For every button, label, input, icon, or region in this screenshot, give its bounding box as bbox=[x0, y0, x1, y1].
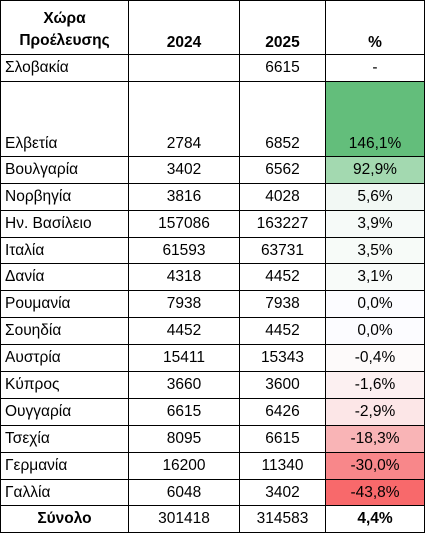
pct-change-cell: -2,9% bbox=[325, 397, 425, 426]
country-cell: Σουηδία bbox=[0, 317, 129, 346]
pct-change-cell: 5,6% bbox=[325, 182, 425, 211]
value-2025-cell: 3402 bbox=[239, 478, 326, 507]
country-cell: Σλοβακία bbox=[0, 54, 129, 82]
table-row: Γαλλία 6048 3402 -43,8% bbox=[0, 478, 425, 507]
value-2025-cell: 6426 bbox=[239, 397, 326, 426]
value-2024-cell: 16200 bbox=[128, 451, 240, 480]
pct-change-cell: -18,3% bbox=[325, 424, 425, 453]
country-cell: Γαλλία bbox=[0, 478, 129, 507]
value-2024-cell: 6615 bbox=[128, 397, 240, 426]
pct-change-cell: -0,4% bbox=[325, 344, 425, 373]
value-2025-cell: 6852 bbox=[239, 80, 326, 157]
country-cell: Βουλγαρία bbox=[0, 155, 129, 184]
value-2025-cell: 11340 bbox=[239, 451, 326, 480]
total-pct: 4,4% bbox=[325, 505, 425, 534]
country-cell: Ρουμανία bbox=[0, 290, 129, 319]
value-2024-cell bbox=[128, 54, 240, 82]
header-country: Χώρα Προέλευσης bbox=[0, 0, 129, 55]
header-country-line2: Προέλευσης bbox=[19, 32, 110, 49]
table-row: Ιταλία 61593 63731 3,5% bbox=[0, 236, 425, 265]
table-row: Ρουμανία 7938 7938 0,0% bbox=[0, 290, 425, 319]
value-2025-cell: 4452 bbox=[239, 317, 326, 346]
value-2025-cell: 3600 bbox=[239, 371, 326, 399]
total-2024: 301418 bbox=[128, 505, 240, 534]
table-row: Δανία 4318 4452 3,1% bbox=[0, 263, 425, 292]
table-row: Σλοβακία 6615- bbox=[0, 54, 425, 82]
value-2025-cell: 4452 bbox=[239, 263, 326, 292]
country-cell: Αυστρία bbox=[0, 344, 129, 373]
pct-change-cell: 3,9% bbox=[325, 209, 425, 238]
pct-change-cell: -1,6% bbox=[325, 371, 425, 399]
table-row: Κύπρος 3660 3600 -1,6% bbox=[0, 371, 425, 399]
value-2025-cell: 63731 bbox=[239, 236, 326, 265]
pct-change-cell: - bbox=[325, 54, 425, 82]
header-country-line1: Χώρα bbox=[43, 10, 86, 27]
value-2025-cell: 6615 bbox=[239, 424, 326, 453]
table-row: Βουλγαρία 3402 6562 92,9% bbox=[0, 155, 425, 184]
table-row: Σουηδία 4452 4452 0,0% bbox=[0, 317, 425, 346]
header-pct: % bbox=[325, 0, 425, 55]
value-2025-cell: 7938 bbox=[239, 290, 326, 319]
table-row: Τσεχία 8095 6615 -18,3% bbox=[0, 424, 425, 453]
table-row: Ελβετία 2784 6852 146,1% bbox=[0, 80, 425, 157]
value-2024-cell: 8095 bbox=[128, 424, 240, 453]
value-2024-cell: 6048 bbox=[128, 478, 240, 507]
country-cell: Ην. Βασίλειο bbox=[0, 209, 129, 238]
country-cell: Ιταλία bbox=[0, 236, 129, 265]
country-cell: Νορβηγία bbox=[0, 182, 129, 211]
pct-change-cell: 0,0% bbox=[325, 290, 425, 319]
country-cell: Κύπρος bbox=[0, 371, 129, 399]
pct-change-cell: 3,1% bbox=[325, 263, 425, 292]
country-cell: Τσεχία bbox=[0, 424, 129, 453]
value-2024-cell: 7938 bbox=[128, 290, 240, 319]
value-2024-cell: 2784 bbox=[128, 80, 240, 157]
table-row: Γερμανία 16200 11340 -30,0% bbox=[0, 451, 425, 480]
country-cell: Γερμανία bbox=[0, 451, 129, 480]
value-2024-cell: 15411 bbox=[128, 344, 240, 373]
value-2025-cell: 6615 bbox=[239, 54, 326, 82]
table-row: Νορβηγία 3816 4028 5,6% bbox=[0, 182, 425, 211]
value-2024-cell: 4452 bbox=[128, 317, 240, 346]
value-2025-cell: 15343 bbox=[239, 344, 326, 373]
value-2025-cell: 163227 bbox=[239, 209, 326, 238]
value-2024-cell: 4318 bbox=[128, 263, 240, 292]
total-2025: 314583 bbox=[239, 505, 326, 534]
table-row: Ην. Βασίλειο 157086 163227 3,9% bbox=[0, 209, 425, 238]
pct-change-cell: 92,9% bbox=[325, 155, 425, 184]
value-2024-cell: 157086 bbox=[128, 209, 240, 238]
country-cell: Ουγγαρία bbox=[0, 397, 129, 426]
pct-change-cell: 146,1% bbox=[325, 80, 425, 157]
table-row: Ουγγαρία 6615 6426 -2,9% bbox=[0, 397, 425, 426]
pct-change-cell: -43,8% bbox=[325, 478, 425, 507]
header-2024: 2024 bbox=[128, 0, 240, 55]
header-2025: 2025 bbox=[239, 0, 326, 55]
country-cell: Ελβετία bbox=[0, 80, 129, 157]
total-label: Σύνολο bbox=[0, 505, 129, 534]
table-row: Αυστρία 15411 15343 -0,4% bbox=[0, 344, 425, 373]
pct-change-cell: 3,5% bbox=[325, 236, 425, 265]
pct-change-cell: -30,0% bbox=[325, 451, 425, 480]
value-2024-cell: 3402 bbox=[128, 155, 240, 184]
value-2025-cell: 4028 bbox=[239, 182, 326, 211]
header-row: Χώρα Προέλευσης 2024 2025 % bbox=[0, 0, 425, 55]
value-2024-cell: 3816 bbox=[128, 182, 240, 211]
value-2025-cell: 6562 bbox=[239, 155, 326, 184]
country-cell: Δανία bbox=[0, 263, 129, 292]
total-row: Σύνολο 301418 314583 4,4% bbox=[0, 505, 425, 534]
value-2024-cell: 61593 bbox=[128, 236, 240, 265]
pct-change-cell: 0,0% bbox=[325, 317, 425, 346]
value-2024-cell: 3660 bbox=[128, 371, 240, 399]
